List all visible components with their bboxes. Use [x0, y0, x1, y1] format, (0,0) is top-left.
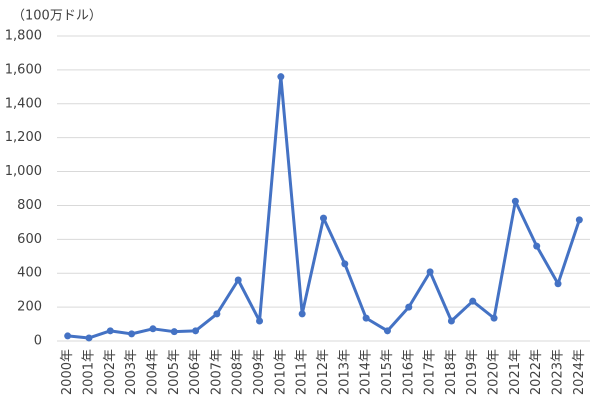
x-tick-label: 2019年 [465, 349, 480, 395]
x-tick-label: 2024年 [572, 349, 587, 395]
x-tick-label: 2014年 [359, 349, 374, 395]
y-tick-label: 1,400 [5, 96, 42, 111]
x-tick-label: 2007年 [209, 349, 224, 395]
marker [213, 310, 221, 318]
marker [447, 317, 455, 325]
marker [106, 327, 114, 335]
x-tick-label: 2023年 [551, 349, 566, 395]
marker [575, 216, 583, 224]
marker [320, 214, 327, 222]
marker [256, 317, 264, 325]
marker [85, 334, 93, 342]
x-tick-label: 2000年 [60, 349, 75, 395]
marker [490, 314, 498, 322]
x-tick-label: 2008年 [231, 349, 246, 395]
x-tick-label: 2012年 [316, 349, 331, 395]
x-tick-label: 2020年 [487, 349, 502, 395]
marker [426, 268, 434, 276]
x-tick-label: 2002年 [103, 349, 118, 395]
marker [149, 325, 157, 333]
unit-label: （100万ドル） [12, 9, 102, 24]
y-tick-label: 800 [17, 198, 42, 213]
marker [192, 327, 200, 335]
x-tick-label: 2009年 [252, 349, 267, 395]
marker [277, 73, 285, 81]
y-tick-label: 1,000 [5, 164, 42, 179]
y-tick-label: 0 [34, 334, 42, 349]
y-tick-label: 1,200 [5, 130, 42, 145]
x-tick-label: 2015年 [380, 349, 395, 395]
marker [64, 332, 72, 340]
y-tick-label: 1,600 [5, 62, 42, 77]
marker [170, 328, 178, 336]
x-tick-label: 2005年 [167, 349, 182, 395]
x-tick-label: 2018年 [444, 349, 459, 395]
x-tick-label: 2022年 [529, 349, 544, 395]
marker [511, 197, 519, 205]
marker [234, 276, 242, 284]
marker [469, 297, 477, 305]
y-tick-label: 600 [17, 232, 42, 247]
marker [405, 303, 413, 311]
x-tick-label: 2016年 [401, 349, 416, 395]
x-tick-label: 2006年 [188, 349, 203, 395]
marker [298, 310, 306, 318]
y-tick-label: 200 [17, 300, 42, 315]
x-tick-label: 2001年 [81, 349, 96, 395]
y-tick-label: 1,800 [5, 29, 42, 44]
marker [128, 330, 136, 338]
x-tick-label: 2011年 [295, 349, 310, 395]
y-tick-label: 400 [17, 266, 42, 281]
line [67, 75, 581, 340]
x-tick-label: 2013年 [337, 349, 352, 395]
x-tick-label: 2003年 [124, 349, 139, 395]
marker [383, 327, 391, 335]
marker [362, 314, 370, 322]
x-tick-label: 2004年 [145, 349, 160, 395]
x-tick-label: 2017年 [423, 349, 438, 395]
marker [533, 242, 541, 250]
x-tick-label: 2010年 [273, 349, 288, 395]
x-tick-label: 2021年 [508, 349, 523, 395]
marker [554, 280, 562, 288]
marker [341, 260, 349, 268]
